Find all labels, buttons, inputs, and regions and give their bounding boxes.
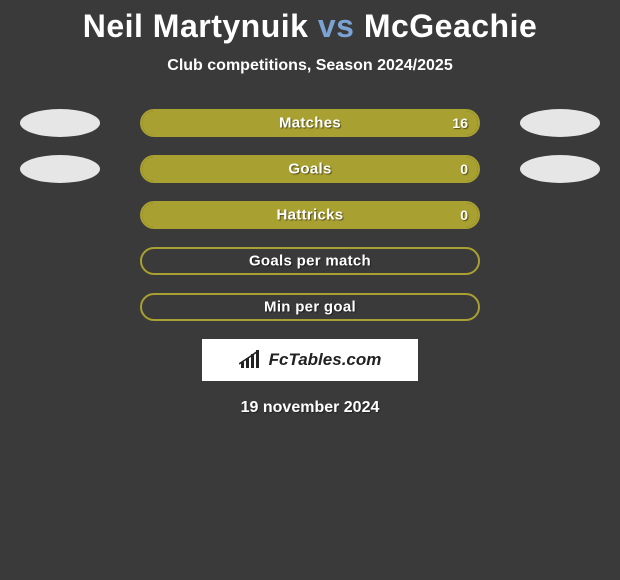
stat-value: 16 (452, 115, 468, 131)
stat-row: Goals per match (0, 247, 620, 275)
stat-value: 0 (460, 207, 468, 223)
stat-label: Goals per match (142, 253, 478, 270)
stat-value: 0 (460, 161, 468, 177)
avatar-right (520, 109, 600, 137)
stat-bar: Min per goal (140, 293, 480, 321)
player2-name: McGeachie (364, 8, 537, 44)
stat-row: Matches16 (0, 109, 620, 137)
stat-label: Min per goal (142, 299, 478, 316)
avatar-right (520, 155, 600, 183)
stat-row: Hattricks0 (0, 201, 620, 229)
subtitle: Club competitions, Season 2024/2025 (0, 57, 620, 75)
player1-name: Neil Martynuik (83, 8, 309, 44)
brand-text: FcTables.com (269, 350, 382, 370)
avatar-left (20, 155, 100, 183)
stat-row: Goals0 (0, 155, 620, 183)
vs-text: vs (318, 8, 355, 44)
stat-bar: Matches16 (140, 109, 480, 137)
stat-bar: Goals0 (140, 155, 480, 183)
brand-box[interactable]: FcTables.com (202, 339, 418, 381)
stat-bar: Goals per match (140, 247, 480, 275)
stat-label: Goals (142, 161, 478, 178)
comparison-card: Neil Martynuik vs McGeachie Club competi… (0, 0, 620, 417)
chart-icon (239, 350, 263, 370)
stat-bar: Hattricks0 (140, 201, 480, 229)
date-text: 19 november 2024 (0, 399, 620, 417)
stats-area: Matches16Goals0Hattricks0Goals per match… (0, 109, 620, 321)
stat-label: Matches (142, 115, 478, 132)
page-title: Neil Martynuik vs McGeachie (0, 8, 620, 45)
stat-label: Hattricks (142, 207, 478, 224)
stat-row: Min per goal (0, 293, 620, 321)
avatar-left (20, 109, 100, 137)
